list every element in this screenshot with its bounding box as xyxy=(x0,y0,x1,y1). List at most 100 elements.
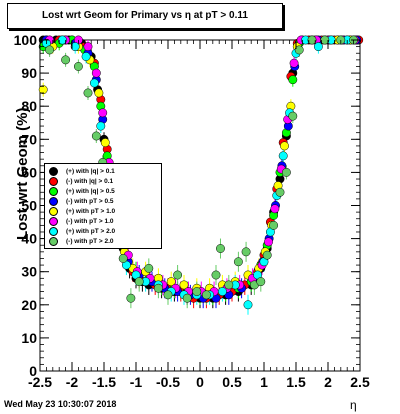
data-point xyxy=(256,277,266,287)
y-tick-label: 60 xyxy=(21,164,37,180)
chart-title: Lost wrt Geom for Primary vs η at pT > 0… xyxy=(42,10,248,21)
legend-entry: (+) with |q| > 0.5 xyxy=(49,186,115,196)
data-point xyxy=(153,283,163,293)
legend-label: (+) with pT > 1.0 xyxy=(66,207,116,215)
legend-label: (+) with pT > 2.0 xyxy=(66,227,116,235)
x-tick-label: 1 xyxy=(260,374,268,390)
data-point xyxy=(98,108,108,118)
data-point xyxy=(144,263,154,273)
data-point xyxy=(280,141,289,151)
x-tick-label: -0.5 xyxy=(156,374,180,390)
data-point xyxy=(91,131,101,141)
legend-marker xyxy=(49,236,58,246)
data-point xyxy=(281,167,291,177)
data-point xyxy=(217,287,227,297)
data-point xyxy=(233,257,243,267)
data-point xyxy=(118,254,128,263)
data-point xyxy=(262,250,272,260)
legend-label: (-) with pT > 2.0 xyxy=(66,237,114,245)
data-point xyxy=(269,220,279,230)
data-point xyxy=(294,45,304,55)
y-axis-label: Lost wrt Geom (%) xyxy=(14,107,31,240)
data-point xyxy=(173,270,183,280)
y-tick-label: 80 xyxy=(21,98,37,114)
data-point xyxy=(243,300,253,310)
data-point xyxy=(83,88,93,98)
data-point xyxy=(192,287,202,297)
y-tick-label: 10 xyxy=(21,330,37,346)
data-point xyxy=(278,151,288,161)
data-point xyxy=(275,187,285,197)
data-point xyxy=(38,85,48,95)
data-point xyxy=(89,78,99,88)
x-tick-label: -2 xyxy=(66,374,79,390)
data-point xyxy=(94,88,104,98)
data-point xyxy=(166,277,176,287)
y-tick-label: 50 xyxy=(21,198,37,214)
data-point xyxy=(100,138,110,148)
data-point xyxy=(241,247,251,257)
x-tick-label: -1.5 xyxy=(92,374,116,390)
timestamp: Wed May 23 10:30:07 2018 xyxy=(4,399,117,409)
data-point xyxy=(96,121,106,131)
y-tick-label: 40 xyxy=(21,231,37,247)
legend-marker xyxy=(49,196,58,206)
data-point xyxy=(179,280,189,290)
legend-entry: (+) with pT > 1.0 xyxy=(49,206,115,216)
data-point xyxy=(313,42,323,52)
data-point xyxy=(61,55,71,65)
legend-marker xyxy=(49,176,58,186)
x-tick-label: 2.5 xyxy=(350,374,370,390)
legend-label: (-) with pT > 0.5 xyxy=(66,197,114,205)
legend-entry: (-) with |q| > 0.1 xyxy=(49,176,113,186)
legend-label: (-) with |q| > 0.1 xyxy=(66,177,114,185)
data-point xyxy=(224,280,234,290)
x-tick-label: 2 xyxy=(324,374,332,390)
y-tick-label: 20 xyxy=(21,297,37,313)
data-point xyxy=(126,293,136,303)
title-box: Lost wrt Geom for Primary vs η at pT > 0… xyxy=(7,3,283,29)
legend-entry: (-) with pT > 2.0 xyxy=(49,236,114,246)
data-point xyxy=(216,244,225,253)
data-point xyxy=(307,35,317,45)
data-point xyxy=(288,75,298,85)
data-point xyxy=(83,42,93,52)
legend-marker xyxy=(49,226,58,236)
legend-entry: (+) with |q| > 0.1 xyxy=(49,166,115,176)
data-point xyxy=(81,52,91,61)
data-point xyxy=(45,45,55,55)
data-point xyxy=(270,204,280,214)
y-tick-label: 100 xyxy=(14,32,38,48)
legend-marker xyxy=(49,216,58,226)
legend-marker xyxy=(49,186,58,196)
data-point xyxy=(201,290,211,300)
x-tick-label: 1.5 xyxy=(286,374,306,390)
data-point xyxy=(288,111,298,121)
legend-entry: (-) with pT > 1.0 xyxy=(49,216,114,226)
legend-entry: (+) with pT > 2.0 xyxy=(49,226,115,236)
data-point xyxy=(163,290,173,300)
legend-label: (-) with pT > 1.0 xyxy=(66,217,114,225)
y-tick-label: 70 xyxy=(21,131,37,147)
data-point xyxy=(91,68,101,78)
x-tick-label: 0 xyxy=(196,374,204,390)
data-point xyxy=(73,62,83,71)
legend-marker xyxy=(49,166,58,176)
legend-marker xyxy=(49,206,58,216)
data-point xyxy=(320,35,330,45)
x-tick-label: 0.5 xyxy=(222,374,242,390)
y-tick-label: 30 xyxy=(21,264,37,280)
data-point xyxy=(211,270,221,280)
legend-label: (+) with |q| > 0.5 xyxy=(66,187,115,195)
x-tick-label: -1 xyxy=(130,374,143,390)
data-point xyxy=(134,277,144,287)
data-point xyxy=(182,293,192,303)
data-point xyxy=(57,35,67,45)
y-tick-label: 0 xyxy=(29,363,37,379)
data-point xyxy=(70,42,80,52)
x-tick-label: -2.5 xyxy=(28,374,52,390)
legend: (+) with |q| > 0.1 (-) with |q| > 0.1 (+… xyxy=(44,163,162,249)
legend-label: (+) with |q| > 0.1 xyxy=(66,167,115,175)
data-point xyxy=(264,237,273,247)
